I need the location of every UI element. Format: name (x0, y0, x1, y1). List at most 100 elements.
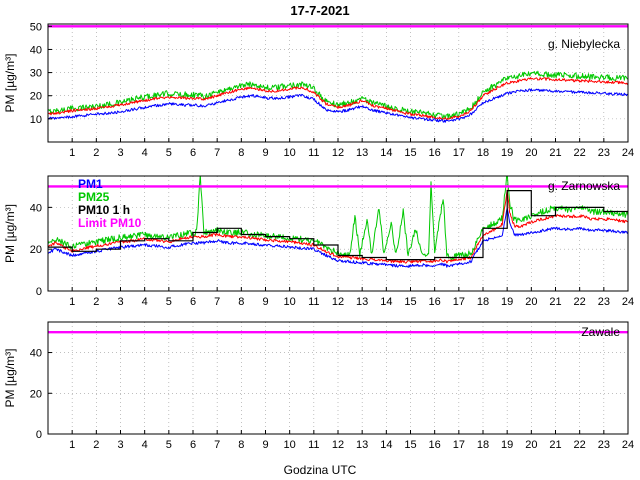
x-tick-label: 18 (477, 439, 489, 451)
series-PM25 (48, 77, 628, 121)
x-tick-label: 5 (166, 296, 172, 308)
x-tick-label: 21 (549, 296, 561, 308)
x-tick-label: 9 (262, 439, 268, 451)
x-tick-label: 13 (356, 147, 368, 159)
y-axis-label: PM [µg/m³] (3, 204, 17, 263)
x-tick-label: 18 (477, 296, 489, 308)
x-tick-label: 10 (284, 439, 296, 451)
x-tick-label: 16 (429, 147, 441, 159)
x-tick-label: 10 (284, 296, 296, 308)
x-tick-label: 14 (380, 147, 392, 159)
plot-frame (47, 175, 629, 292)
x-tick-label: 22 (574, 439, 586, 451)
x-tick-label: 4 (142, 296, 148, 308)
legend-item: PM10 1 h (78, 203, 130, 217)
y-tick-label: 40 (30, 348, 42, 360)
chart-title: 17-7-2021 (290, 3, 350, 18)
x-tick-label: 5 (166, 147, 172, 159)
x-tick-label: 1 (69, 439, 75, 451)
x-tick-label: 12 (332, 147, 344, 159)
y-tick-label: 40 (30, 44, 42, 56)
x-tick-label: 5 (166, 439, 172, 451)
x-tick-label: 15 (404, 296, 416, 308)
x-tick-label: 3 (117, 147, 123, 159)
x-tick-label: 6 (190, 439, 196, 451)
x-tick-label: 8 (238, 439, 244, 451)
x-tick-label: 9 (262, 296, 268, 308)
x-tick-label: 19 (501, 439, 513, 451)
axis-ticks: 1 2 3 4 5 6 7 8 9 10 11 12 13 14 15 16 17 18 19 20 21 22 23 240… (30, 202, 634, 308)
x-tick-label: 17 (453, 296, 465, 308)
x-tick-label: 23 (598, 439, 610, 451)
y-tick-label: 20 (30, 91, 42, 103)
x-tick-label: 6 (190, 147, 196, 159)
x-tick-label: 21 (549, 439, 561, 451)
x-tick-label: 14 (380, 296, 392, 308)
series-PM1 (48, 207, 628, 268)
grid (48, 322, 628, 434)
x-tick-label: 11 (308, 147, 319, 159)
grid (48, 24, 628, 142)
legend-item: PM1 (78, 177, 103, 191)
series-group (48, 70, 628, 123)
x-tick-label: 11 (308, 296, 319, 308)
x-tick-label: 6 (190, 296, 196, 308)
x-tick-label: 15 (404, 439, 416, 451)
panel-zawale: 1 2 3 4 5 6 7 8 9 10 11 12 13 14 15 16 17 18 19 20 21 22 23 240… (3, 321, 634, 451)
x-tick-label: 2 (93, 147, 99, 159)
x-tick-label: 16 (429, 439, 441, 451)
x-tick-label: 2 (93, 296, 99, 308)
x-tick-label: 23 (598, 147, 610, 159)
x-tick-label: 2 (93, 439, 99, 451)
x-tick-label: 7 (214, 147, 220, 159)
panel-niebylecka: 1 2 3 4 5 6 7 8 9 10 11 12 13 14 15 16 17 18 19 20 21 22 23 241… (3, 21, 634, 159)
x-tick-label: 7 (214, 439, 220, 451)
station-label: g. Zarnowska (548, 179, 620, 193)
x-tick-label: 4 (142, 439, 148, 451)
x-tick-label: 22 (574, 147, 586, 159)
x-tick-label: 14 (380, 439, 392, 451)
x-tick-label: 13 (356, 296, 368, 308)
x-tick-label: 19 (501, 296, 513, 308)
x-tick-label: 16 (429, 296, 441, 308)
panel-zarnowska: 1 2 3 4 5 6 7 8 9 10 11 12 13 14 15 16 17 18 19 20 21 22 23 240… (3, 175, 634, 308)
x-tick-label: 15 (404, 147, 416, 159)
series-group (48, 176, 628, 268)
x-tick-label: 8 (238, 296, 244, 308)
y-tick-label: 20 (30, 388, 42, 400)
y-axis-label: PM [µg/m³] (3, 349, 17, 408)
y-tick-label: 50 (30, 21, 42, 33)
series-pm10-hourly (48, 190, 628, 261)
series-PM10 (48, 176, 628, 261)
x-tick-label: 7 (214, 296, 220, 308)
x-axis-label: Godzina UTC (283, 463, 357, 477)
x-tick-label: 4 (142, 147, 148, 159)
y-tick-label: 40 (30, 202, 42, 214)
x-tick-label: 22 (574, 296, 586, 308)
x-tick-label: 20 (525, 296, 537, 308)
x-tick-label: 3 (117, 296, 123, 308)
x-tick-label: 19 (501, 147, 513, 159)
x-tick-label: 21 (549, 147, 561, 159)
x-tick-label: 12 (332, 296, 344, 308)
axis-ticks: 1 2 3 4 5 6 7 8 9 10 11 12 13 14 15 16 17 18 19 20 21 22 23 241… (30, 21, 634, 159)
x-tick-label: 13 (356, 439, 368, 451)
grid (48, 176, 628, 291)
x-tick-label: 1 (69, 147, 75, 159)
x-tick-label: 1 (69, 296, 75, 308)
y-tick-label: 10 (30, 114, 42, 126)
x-tick-label: 17 (453, 147, 465, 159)
y-tick-label: 0 (36, 429, 42, 441)
y-axis-label: PM [µg/m³] (3, 54, 17, 113)
x-tick-label: 18 (477, 147, 489, 159)
legend-item: PM25 (78, 190, 110, 204)
x-tick-label: 24 (622, 147, 634, 159)
x-tick-label: 24 (622, 439, 634, 451)
legend-item: Limit PM10 (78, 216, 142, 230)
y-tick-label: 20 (30, 244, 42, 256)
x-tick-label: 11 (308, 439, 319, 451)
x-tick-label: 3 (117, 439, 123, 451)
x-tick-label: 20 (525, 147, 537, 159)
series-PM1 (48, 88, 628, 123)
